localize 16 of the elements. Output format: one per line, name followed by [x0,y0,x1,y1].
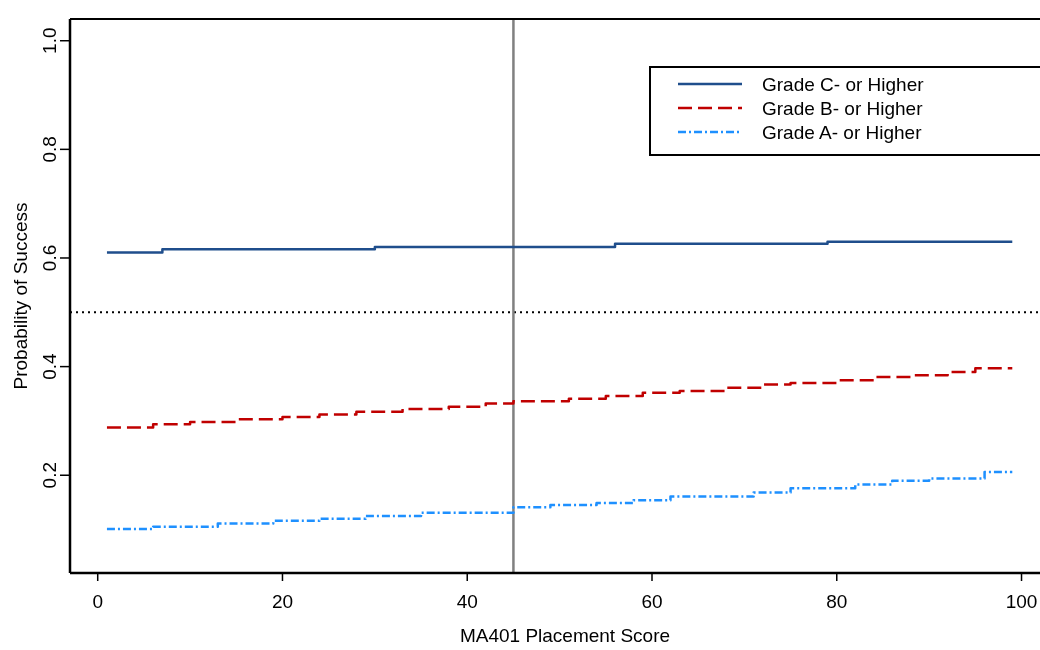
legend-label: Grade B- or Higher [762,98,924,119]
x-tick-label: 0 [92,591,103,612]
x-tick-label: 60 [641,591,663,612]
y-tick-label: 0.6 [39,244,60,272]
y-tick-label: 1.0 [39,27,60,54]
x-tick-label: 100 [1005,591,1038,612]
legend-label: Grade C- or Higher [762,74,925,95]
x-tick-label: 80 [826,591,848,612]
y-tick-label: 0.8 [39,136,60,163]
x-tick-label: 20 [271,591,294,612]
legend-label: Grade A- or Higher [762,122,923,143]
x-axis-title: MA401 Placement Score [459,625,671,646]
y-tick-label: 0.4 [39,352,60,380]
x-tick-label: 40 [456,591,478,612]
y-tick-label: 0.2 [39,462,60,489]
y-axis-title: Probability of Success [10,202,31,390]
